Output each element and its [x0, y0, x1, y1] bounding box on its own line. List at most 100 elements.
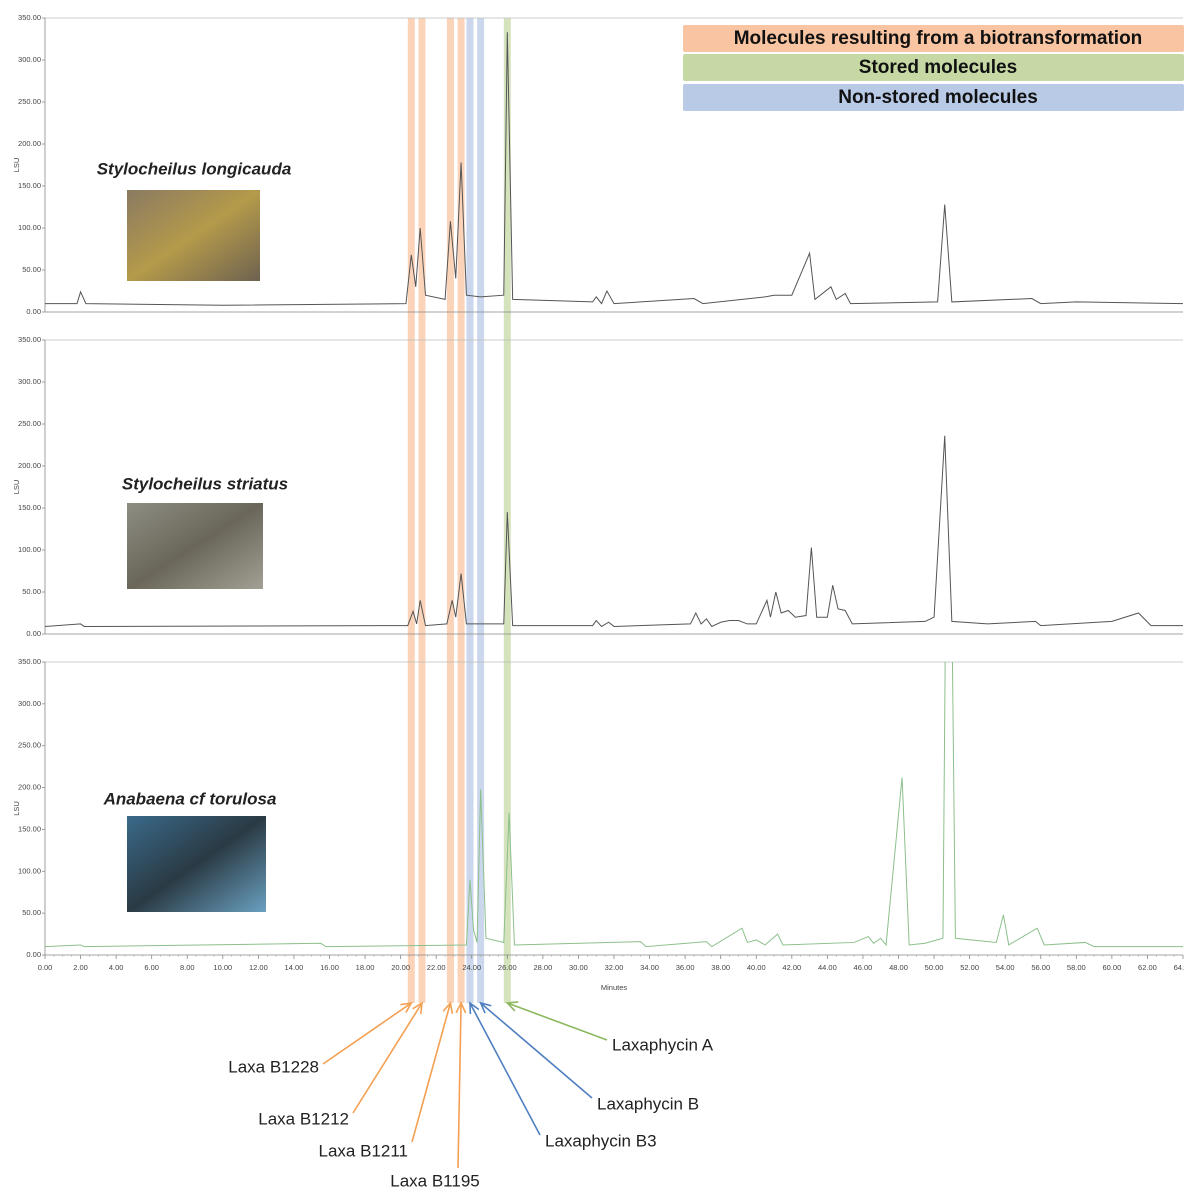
x-tick-label: 58.00: [1067, 963, 1086, 972]
x-tick-label: 30.00: [569, 963, 588, 972]
x-tick-label: 52.00: [960, 963, 979, 972]
annotation-arrowhead: [400, 1001, 413, 1013]
annotation-arrowhead: [455, 1001, 467, 1014]
x-tick-label: 10.00: [213, 963, 232, 972]
x-tick-label: 60.00: [1102, 963, 1121, 972]
x-tick-label: 46.00: [854, 963, 873, 972]
annotation-arrowhead: [505, 1001, 519, 1012]
y-tick-label: 200.00: [18, 783, 41, 792]
legend-swatch: [683, 84, 1184, 111]
annotation-label: Laxaphycin A: [612, 1035, 714, 1054]
x-tick-label: 48.00: [889, 963, 908, 972]
x-tick-label: 14.00: [285, 963, 304, 972]
y-tick-label: 150.00: [18, 181, 41, 190]
annotation-arrow: [507, 1002, 608, 1041]
y-tick-label: 200.00: [18, 461, 41, 470]
x-tick-label: 18.00: [356, 963, 375, 972]
y-axis-label: LSU: [12, 158, 21, 173]
x-tick-label: 34.00: [640, 963, 659, 972]
y-tick-label: 300.00: [18, 377, 41, 386]
annotation-label: Laxa B1228: [228, 1057, 319, 1076]
x-tick-label: 38.00: [711, 963, 730, 972]
annotation-label: Laxa B1212: [258, 1109, 349, 1128]
legend-swatch: [683, 54, 1184, 81]
species-photo: [127, 816, 266, 912]
y-tick-label: 50.00: [22, 265, 41, 274]
y-axis-label: LSU: [12, 801, 21, 816]
annotation-arrowhead: [412, 1001, 423, 1015]
annotation-arrow: [352, 1002, 423, 1114]
y-tick-label: 0.00: [26, 307, 41, 316]
highlight-band: [503, 18, 511, 1003]
x-tick-label: 26.00: [498, 963, 517, 972]
y-tick-label: 100.00: [18, 223, 41, 232]
y-tick-label: 200.00: [18, 139, 41, 148]
y-tick-label: 50.00: [22, 587, 41, 596]
y-tick-label: 100.00: [18, 545, 41, 554]
annotation-arrowhead: [479, 1001, 492, 1014]
x-tick-label: 56.00: [1031, 963, 1050, 972]
annotation-arrow: [469, 1002, 541, 1136]
annotation-arrow: [411, 1002, 452, 1143]
x-tick-label: 36.00: [676, 963, 695, 972]
x-tick-label: 50.00: [925, 963, 944, 972]
y-tick-label: 300.00: [18, 699, 41, 708]
y-tick-label: 250.00: [18, 97, 41, 106]
y-tick-label: 350.00: [18, 335, 41, 344]
trace-line: [45, 662, 1183, 948]
x-tick-label: 44.00: [818, 963, 837, 972]
x-tick-label: 40.00: [747, 963, 766, 972]
annotation-arrowhead: [442, 1001, 454, 1014]
x-tick-label: 16.00: [320, 963, 339, 972]
highlight-band: [477, 18, 485, 1003]
y-tick-label: 350.00: [18, 657, 41, 666]
species-photo: [127, 503, 263, 589]
trace-line: [45, 32, 1183, 306]
x-tick-label: 32.00: [605, 963, 624, 972]
legend-label: Molecules resulting from a biotransforma…: [734, 28, 1143, 49]
y-tick-label: 350.00: [18, 13, 41, 22]
y-tick-label: 100.00: [18, 866, 41, 875]
x-axis-label: Minutes: [601, 983, 628, 992]
species-photo: [127, 190, 260, 281]
annotation-label: Laxaphycin B: [597, 1094, 699, 1113]
legend-label: Non-stored molecules: [838, 87, 1038, 108]
x-tick-label: 64.00: [1174, 963, 1184, 972]
x-tick-label: 28.00: [533, 963, 552, 972]
annotation-label: Laxaphycin B3: [545, 1131, 657, 1150]
x-tick-label: 22.00: [427, 963, 446, 972]
y-tick-label: 300.00: [18, 55, 41, 64]
highlight-bands: [407, 18, 511, 1003]
x-tick-label: 8.00: [180, 963, 195, 972]
highlight-band: [466, 18, 474, 1003]
annotation-label: Laxa B1195: [390, 1171, 479, 1190]
x-tick-label: 62.00: [1138, 963, 1157, 972]
y-tick-label: 250.00: [18, 419, 41, 428]
y-tick-label: 150.00: [18, 503, 41, 512]
x-tick-label: 54.00: [996, 963, 1015, 972]
legend-swatch: [683, 25, 1184, 52]
y-tick-label: 150.00: [18, 824, 41, 833]
x-tick-label: 20.00: [391, 963, 410, 972]
annotation-arrowhead: [469, 1001, 480, 1015]
annotation-label: Laxa B1211: [319, 1141, 408, 1160]
highlight-band: [418, 18, 426, 1003]
annotation-arrow: [480, 1002, 593, 1099]
x-tick-label: 4.00: [109, 963, 124, 972]
y-tick-label: 0.00: [26, 629, 41, 638]
y-tick-label: 50.00: [22, 908, 41, 917]
highlight-band: [446, 18, 454, 1003]
x-tick-label: 12.00: [249, 963, 268, 972]
x-tick-label: 2.00: [73, 963, 88, 972]
annotation-arrow: [457, 1002, 462, 1169]
y-tick-label: 0.00: [26, 950, 41, 959]
x-tick-label: 24.00: [462, 963, 481, 972]
annotation-arrow: [322, 1002, 412, 1065]
y-axis-label: LSU: [12, 480, 21, 495]
trace-line: [45, 435, 1183, 628]
x-tick-label: 42.00: [782, 963, 801, 972]
species-name: Stylocheilus striatus: [122, 474, 288, 493]
x-tick-label: 6.00: [144, 963, 159, 972]
species-name: Anabaena cf torulosa: [103, 789, 277, 808]
legend-label: Stored molecules: [859, 57, 1017, 78]
